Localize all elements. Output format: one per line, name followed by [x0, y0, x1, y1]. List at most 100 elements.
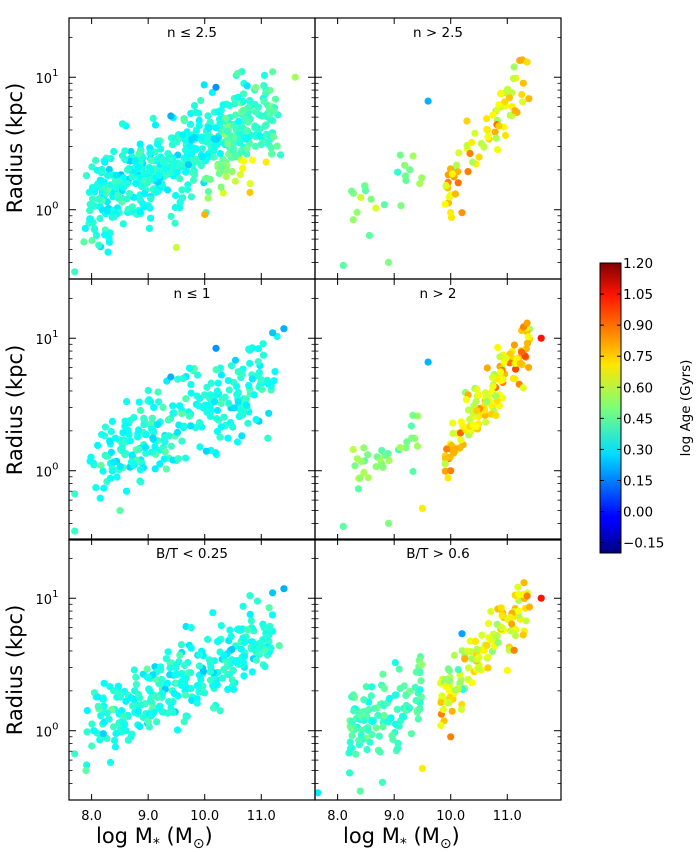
data-point: [106, 229, 114, 237]
data-point: [149, 114, 157, 122]
data-point: [227, 362, 236, 370]
data-point: [455, 149, 463, 157]
data-point: [131, 157, 139, 165]
data-point: [187, 389, 195, 397]
data-point: [196, 443, 204, 451]
data-point: [136, 406, 145, 415]
data-point: [83, 707, 91, 715]
data-point: [291, 73, 299, 81]
data-point: [145, 224, 153, 232]
data-point: [464, 664, 473, 672]
data-point: [106, 758, 115, 767]
data-point: [128, 173, 136, 181]
data-point: [518, 90, 526, 99]
data-point: [154, 388, 162, 396]
data-point: [171, 671, 179, 679]
data-point: [182, 395, 190, 403]
data-point: [409, 152, 417, 160]
data-point: [228, 167, 236, 176]
data-point: [122, 697, 130, 705]
data-point: [204, 188, 212, 196]
data-point: [224, 434, 232, 442]
data-point: [142, 449, 150, 457]
data-point: [475, 153, 483, 161]
data-point: [275, 642, 283, 650]
data-point: [123, 166, 132, 174]
data-point: [224, 139, 232, 147]
panel-points: [71, 68, 299, 276]
data-point: [134, 163, 142, 171]
data-point: [461, 655, 469, 663]
data-point: [134, 690, 142, 698]
data-point: [159, 403, 167, 412]
data-point: [438, 692, 446, 700]
data-point: [181, 678, 189, 686]
data-point: [510, 646, 518, 654]
x-tick-label: 8.0: [81, 809, 102, 824]
data-point: [100, 157, 108, 165]
data-point: [106, 437, 114, 445]
data-point: [174, 455, 182, 463]
data-point: [475, 653, 483, 661]
data-point: [184, 161, 193, 169]
data-point: [203, 136, 211, 144]
data-point: [418, 764, 426, 773]
data-point: [188, 696, 196, 705]
data-point: [260, 71, 269, 79]
data-point: [154, 155, 162, 163]
data-point: [239, 90, 248, 98]
data-point: [484, 664, 492, 672]
data-point: [349, 445, 357, 454]
data-point: [126, 416, 134, 425]
data-point: [204, 112, 212, 120]
data-point: [197, 162, 205, 170]
data-point: [519, 79, 527, 87]
data-point: [172, 191, 180, 200]
data-point: [507, 613, 515, 622]
data-point: [192, 145, 200, 153]
data-point: [217, 163, 225, 171]
data-point: [233, 390, 242, 398]
data-point: [246, 188, 254, 197]
data-point: [240, 672, 248, 680]
data-point: [495, 122, 503, 130]
data-point: [451, 445, 459, 453]
data-point: [220, 413, 228, 421]
data-point: [249, 625, 257, 633]
data-point: [95, 241, 103, 249]
data-point: [204, 635, 212, 644]
data-point: [231, 177, 239, 185]
data-point: [163, 186, 172, 194]
colorbar-label: log Age (Gyrs): [678, 360, 694, 457]
data-point: [99, 467, 107, 475]
data-point: [182, 168, 190, 176]
data-point: [187, 669, 195, 677]
data-point: [149, 434, 157, 442]
data-point: [457, 436, 465, 444]
data-point: [218, 674, 226, 682]
data-point: [339, 522, 347, 531]
data-point: [156, 460, 164, 468]
data-point: [121, 451, 129, 459]
data-point: [130, 666, 138, 674]
data-point: [247, 617, 255, 625]
data-point: [164, 648, 172, 656]
data-point: [437, 698, 445, 707]
data-point: [368, 683, 376, 691]
data-point: [180, 422, 188, 430]
data-point: [179, 131, 187, 139]
data-point: [251, 122, 259, 130]
data-point: [146, 697, 154, 705]
data-point: [103, 207, 111, 215]
data-point: [368, 730, 376, 739]
data-point: [127, 147, 135, 155]
data-point: [457, 705, 465, 714]
data-point: [397, 202, 405, 210]
data-point: [216, 433, 224, 441]
data-point: [483, 125, 491, 134]
data-point: [242, 395, 250, 403]
data-point: [182, 454, 190, 462]
data-point: [258, 377, 266, 385]
data-point: [136, 722, 144, 731]
data-point: [401, 172, 409, 180]
